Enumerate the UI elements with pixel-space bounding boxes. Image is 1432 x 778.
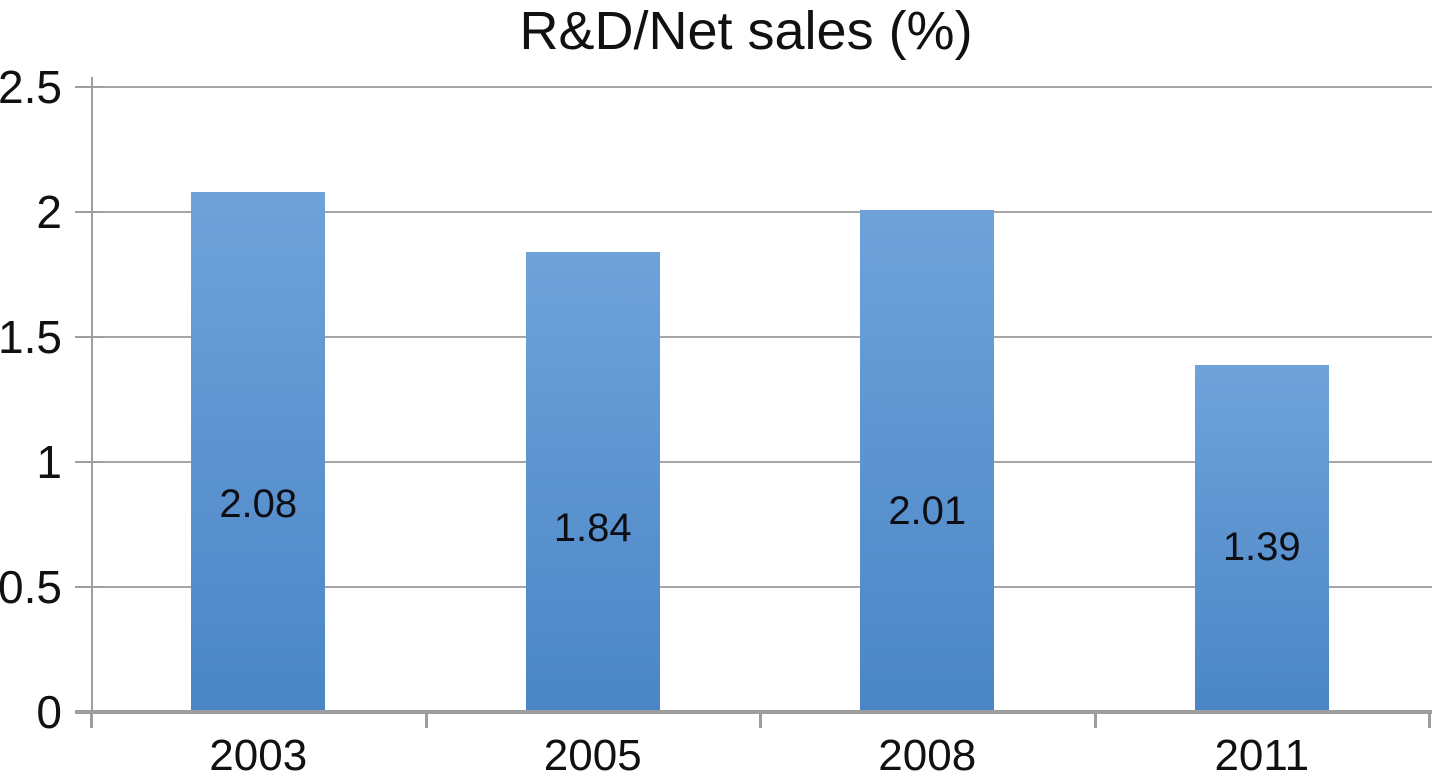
- y-axis-tick: [75, 461, 103, 463]
- x-axis-tick: [424, 712, 428, 728]
- chart-title: R&D/Net sales (%): [519, 1, 973, 61]
- y-tick-label: 0.5: [0, 561, 62, 613]
- y-axis-tick: [75, 211, 103, 213]
- gridline-y-1.5: [91, 336, 1432, 338]
- x-axis-line: [75, 710, 1432, 714]
- y-tick-label: 1.5: [0, 311, 62, 363]
- y-axis-tick: [75, 586, 103, 588]
- x-tick-label-2011: 2011: [1214, 731, 1310, 778]
- gridline-y-2: [91, 211, 1432, 213]
- bar-data-label: 1.39: [1222, 525, 1301, 569]
- bar-2005: 1.84: [525, 252, 660, 710]
- y-tick-label: 2: [36, 186, 62, 238]
- gridline-y-0.5: [91, 586, 1432, 588]
- bar-data-label: 2.08: [219, 482, 298, 526]
- bar-2003: 2.08: [191, 192, 326, 710]
- gridline-y-2.5: [91, 86, 1432, 88]
- x-tick-label-2005: 2005: [543, 731, 642, 778]
- y-axis-tick: [75, 86, 103, 88]
- x-tick-label-2003: 2003: [209, 731, 308, 778]
- y-axis-line: [91, 77, 93, 726]
- x-tick-label-2008: 2008: [878, 731, 977, 778]
- bar-2011: 1.39: [1194, 364, 1329, 710]
- x-axis-tick: [1093, 712, 1097, 728]
- y-tick-label: 1: [36, 436, 62, 488]
- bar-data-label: 1.84: [553, 506, 632, 550]
- bar-data-label: 2.01: [888, 489, 967, 533]
- y-axis-tick: [75, 336, 103, 338]
- x-axis-tick: [759, 712, 762, 728]
- bar-2008: 2.01: [860, 209, 995, 710]
- y-tick-label: 2.5: [0, 61, 62, 113]
- x-axis-tick: [1428, 712, 1431, 728]
- x-axis-tick: [90, 712, 93, 728]
- y-tick-label: 0: [36, 686, 62, 738]
- gridline-y-1: [91, 461, 1432, 463]
